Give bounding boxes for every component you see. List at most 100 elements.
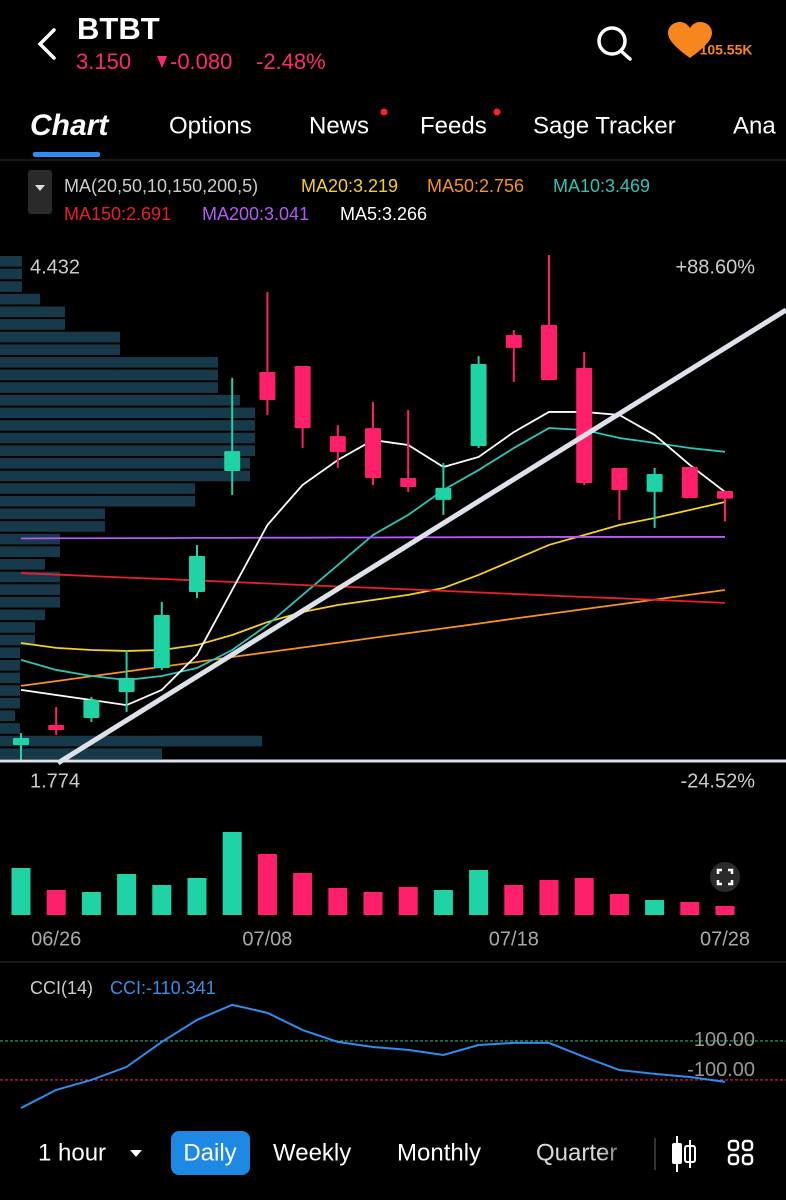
volume-profile-bar: [0, 420, 255, 431]
chart-style-button[interactable]: [672, 1136, 696, 1172]
volume-profile-bar: [0, 559, 45, 570]
cci-tick-label: 100.00: [694, 1029, 755, 1051]
volume-profile-bar: [0, 672, 20, 684]
follow-icon[interactable]: [668, 22, 712, 58]
x-tick-label: 07/18: [489, 928, 539, 950]
tab-feeds[interactable]: Feeds: [420, 112, 487, 139]
volume-bar: [328, 888, 348, 915]
tab-news[interactable]: News: [309, 112, 369, 139]
candle-body: [118, 677, 135, 692]
period-caret: [130, 1150, 142, 1157]
volume-profile-bar: [0, 697, 20, 709]
period-1-hour[interactable]: 1 hour: [38, 1139, 106, 1166]
volume-bar: [539, 880, 559, 915]
candle-body: [435, 487, 452, 500]
volume-profile-bar: [0, 521, 105, 532]
legend-entry: MA200:3.041: [202, 204, 309, 224]
x-tick-label: 07/08: [242, 928, 292, 950]
volume-profile-bar: [0, 596, 60, 608]
volume-profile-bar: [0, 382, 218, 393]
price-plot: [0, 255, 733, 760]
volume-profile-bar: [0, 268, 22, 280]
volume-profile-bar: [0, 432, 255, 444]
volume-bar: [187, 878, 207, 915]
pct-max-label: +88.60%: [675, 256, 755, 278]
volume-bar: [469, 870, 489, 915]
cci-title: CCI(14): [30, 978, 93, 998]
volume-profile-bar: [0, 357, 218, 368]
candle-body: [189, 555, 205, 593]
tab-chart[interactable]: Chart: [30, 109, 110, 142]
volume-profile-bar: [0, 584, 60, 595]
volume-profile-bar: [0, 319, 65, 330]
volume-bar: [363, 892, 383, 915]
back-button[interactable]: [37, 28, 56, 60]
followers: 105.55K: [700, 42, 753, 58]
volume-profile-bar: [0, 710, 15, 722]
cci-line: [20, 1003, 726, 1109]
volume-bar: [81, 892, 101, 915]
search-button[interactable]: [597, 26, 632, 61]
ma-line: [20, 589, 726, 687]
indicator-dropdown[interactable]: [28, 170, 52, 214]
x-tick-label: 06/26: [31, 928, 81, 950]
volume-bar: [257, 854, 277, 915]
expand-button[interactable]: [710, 862, 740, 892]
cci-label: CCI:-110.341: [110, 978, 216, 998]
period-daily[interactable]: Daily: [183, 1139, 236, 1166]
candle-body: [365, 428, 381, 479]
legend-entry: MA10:3.469: [553, 176, 650, 196]
volume-bar: [46, 890, 66, 915]
legend-entry: MA20:3.219: [301, 176, 398, 196]
volume-profile-bar: [0, 458, 250, 469]
volume-profile-bar: [0, 508, 105, 520]
candle-body: [259, 372, 276, 400]
volume-bar: [152, 885, 172, 915]
grid-button[interactable]: [727, 1139, 754, 1166]
candle-body: [13, 737, 29, 745]
symbol: BTBT: [77, 11, 160, 46]
tab-ana[interactable]: Ana: [733, 112, 776, 139]
volume-bar: [715, 906, 735, 915]
tab-sage-tracker[interactable]: Sage Tracker: [533, 112, 676, 139]
search-icon: [597, 26, 627, 56]
volume-profile-bar: [0, 445, 255, 456]
volume-bar: [398, 887, 418, 915]
volume-profile-bar: [0, 344, 120, 355]
volume-profile-bar: [0, 331, 120, 343]
volume-profile-bar: [0, 609, 45, 621]
volume-profile-bar: [0, 495, 195, 507]
volume-profile-bar: [0, 735, 262, 747]
candle-body: [83, 699, 100, 719]
change-pct: -2.48%: [256, 49, 326, 74]
volume-bar: [504, 885, 524, 915]
volume-profile-bar: [0, 483, 195, 494]
tab-options[interactable]: Options: [169, 112, 252, 139]
volume-profile-bar: [0, 685, 20, 696]
candle-body: [224, 451, 241, 472]
expand-bg: [710, 862, 740, 892]
ma-line: [20, 536, 725, 540]
volume-profile-bar: [0, 394, 240, 406]
volume-profile-bar: [0, 647, 20, 658]
volume-profile-bar: [0, 293, 40, 305]
badge: [380, 108, 388, 116]
change: -0.080: [170, 49, 232, 74]
candle-body: [153, 615, 170, 669]
period-weekly[interactable]: Weekly: [273, 1139, 351, 1166]
volume-bar: [293, 873, 313, 915]
volume-profile-bar: [0, 634, 35, 646]
volume-bar: [609, 894, 629, 915]
volume-profile-bar: [0, 546, 60, 557]
volume-bar: [645, 900, 665, 915]
period-monthly[interactable]: Monthly: [397, 1139, 481, 1166]
candle-body: [681, 467, 698, 499]
candle-body: [646, 474, 663, 492]
volume-profile-bar: [0, 622, 35, 633]
candle-body: [294, 365, 311, 429]
fade: [600, 1125, 650, 1185]
expand-icon: [716, 868, 734, 886]
candle-body: [48, 725, 65, 730]
volume-bar: [574, 878, 594, 915]
